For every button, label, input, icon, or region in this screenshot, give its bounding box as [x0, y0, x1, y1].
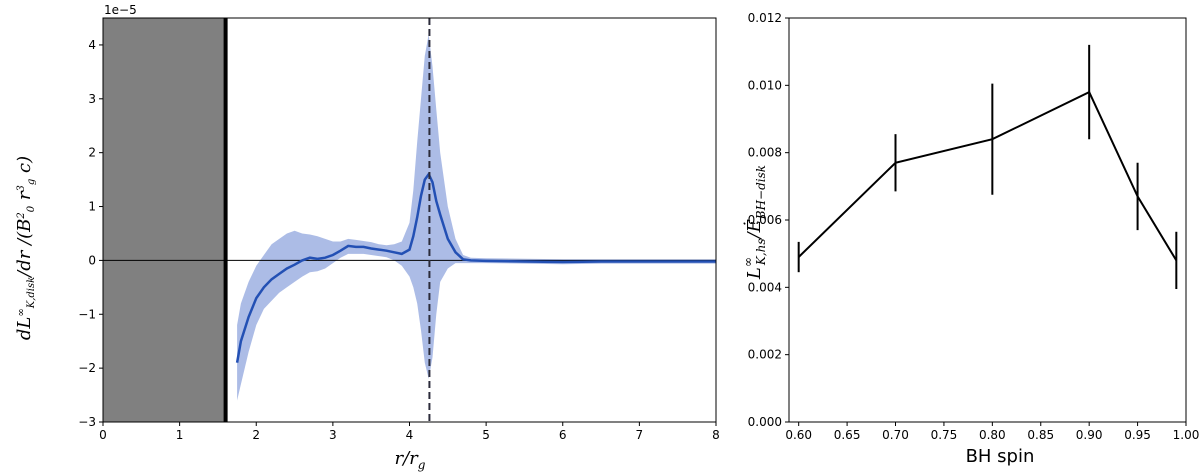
left-y-tick-label: −2 [78, 361, 96, 375]
left-x-tick-label: 7 [636, 428, 644, 442]
right-x-ticks: 0.60 0.65 0.70 0.75 0.80 0.85 0.90 0.95 1.00 [785, 422, 1199, 442]
right-y-tick-label: 0.012 [748, 11, 782, 25]
right-x-tick-label: 1.00 [1173, 428, 1200, 442]
right-y-tick-label: 0.000 [748, 415, 782, 429]
right-x-tick-label: 0.95 [1124, 428, 1151, 442]
right-y-tick-label: 0.006 [748, 213, 782, 227]
right-y-tick-label: 0.004 [748, 280, 782, 294]
left-x-tick-label: 0 [99, 428, 107, 442]
right-panel: 0.60 0.65 0.70 0.75 0.80 0.85 0.90 0.95 1.00 0.0… [741, 11, 1199, 467]
left-y-tick-label: 4 [88, 38, 96, 52]
left-x-ticks: 0 1 2 3 4 5 6 7 8 [99, 422, 720, 442]
left-x-tick-label: 8 [712, 428, 720, 442]
left-x-tick-label: 6 [559, 428, 567, 442]
left-x-label: r/rg [395, 448, 426, 472]
right-x-tick-label: 0.80 [979, 428, 1006, 442]
right-x-label: BH spin [966, 446, 1035, 467]
right-x-tick-label: 0.60 [785, 428, 812, 442]
left-y-offset: 1e−5 [104, 3, 137, 17]
left-series-line [235, 171, 716, 363]
svg-text:dL∞K,disk/dr /(B20 r3g c): dL∞K,disk/dr /(B20 r3g c) [14, 156, 37, 340]
left-shaded-region [103, 18, 226, 422]
right-y-label: L∞K,hs/ĖBH−disk [741, 165, 768, 280]
svg-text:L∞K,hs/ĖBH−disk: L∞K,hs/ĖBH−disk [741, 165, 768, 280]
left-y-tick-label: 0 [88, 253, 96, 267]
right-y-ticks: 0.000 0.002 0.004 0.006 0.008 0.010 0.012 [748, 11, 789, 429]
left-panel: 0 1 2 3 4 5 6 7 8 −3 −2 −1 0 1 2 3 4 1e−5 r/rg dL∞K,dis… [14, 3, 720, 472]
right-series-line [798, 90, 1178, 261]
left-x-tick-label: 5 [482, 428, 490, 442]
right-x-tick-label: 0.85 [1027, 428, 1054, 442]
left-y-label: dL∞K,disk/dr /(B20 r3g c) [14, 156, 37, 340]
left-uncertainty-band [237, 34, 716, 401]
right-y-tick-label: 0.002 [748, 348, 782, 362]
left-y-tick-label: −1 [78, 307, 96, 321]
right-y-tick-label: 0.010 [748, 78, 782, 92]
right-y-tick-label: 0.008 [748, 146, 782, 160]
left-x-tick-label: 2 [252, 428, 260, 442]
left-y-tick-label: 3 [88, 92, 96, 106]
right-x-tick-label: 0.65 [834, 428, 861, 442]
left-x-tick-label: 4 [406, 428, 414, 442]
left-y-ticks: −3 −2 −1 0 1 2 3 4 [78, 38, 103, 429]
right-x-tick-label: 0.70 [882, 428, 909, 442]
left-y-tick-label: 2 [88, 146, 96, 160]
right-error-bars [797, 44, 1178, 290]
left-x-tick-label: 1 [176, 428, 184, 442]
left-y-tick-label: −3 [78, 415, 96, 429]
right-x-tick-label: 0.90 [1076, 428, 1103, 442]
left-y-tick-label: 1 [88, 200, 96, 214]
right-x-tick-label: 0.75 [931, 428, 958, 442]
left-x-tick-label: 3 [329, 428, 337, 442]
right-plot-frame [788, 17, 1187, 423]
